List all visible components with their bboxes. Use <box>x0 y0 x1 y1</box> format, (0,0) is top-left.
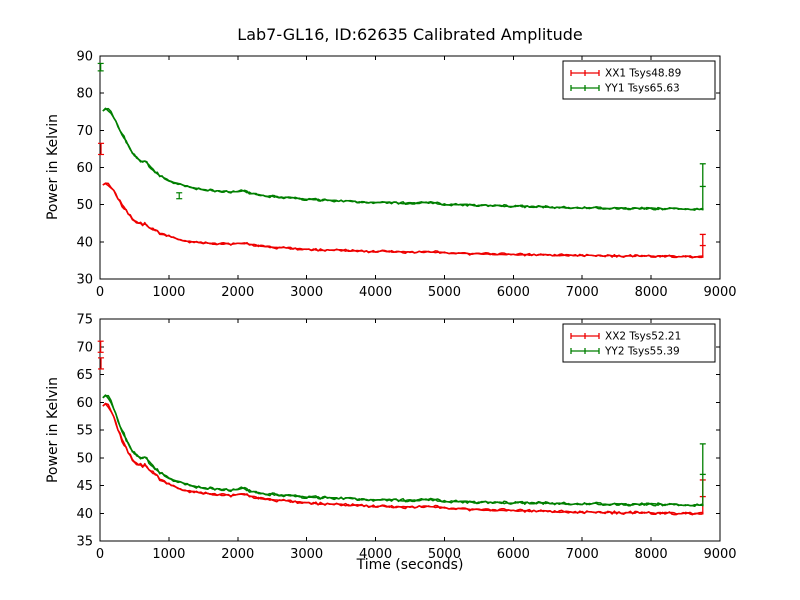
series-yy1 <box>102 107 704 211</box>
x-tick-label: 3000 <box>290 285 323 300</box>
y-tick-label: 70 <box>76 124 93 139</box>
legend-label: YY1 Tsys65.63 <box>604 83 680 95</box>
series-xx1 <box>102 182 704 259</box>
y-tick-label: 65 <box>76 368 93 383</box>
chart-0: 0 1000 2000 3000 4000 5000 6000 7000 8000 9000 30 4… <box>76 50 736 301</box>
y-tick-label: 70 <box>76 340 93 355</box>
y-tick-label: 75 <box>76 313 93 328</box>
legend: XX1 Tsys48.89 YY1 Tsys65.63 <box>562 60 716 100</box>
y-tick-label: 80 <box>76 87 93 102</box>
series-yy2 <box>102 394 704 508</box>
x-axis-label: Time (seconds) <box>356 557 464 573</box>
x-tick-label: 1000 <box>152 547 185 562</box>
x-tick-label: 2000 <box>221 285 254 300</box>
x-tick-label: 7000 <box>566 547 599 562</box>
x-tick-label: 8000 <box>635 547 668 562</box>
x-tick-label: 0 <box>96 285 104 300</box>
legend-label: XX2 Tsys52.21 <box>605 331 681 343</box>
y-tick-label: 40 <box>76 507 93 522</box>
x-tick-label: 4000 <box>359 547 392 562</box>
legend-label: XX1 Tsys48.89 <box>605 68 681 80</box>
y-tick-label: 35 <box>76 535 93 550</box>
x-tick-label: 4000 <box>359 285 392 300</box>
y-tick-label: 55 <box>76 424 93 439</box>
x-tick-label: 6000 <box>497 285 530 300</box>
x-tick-label: 8000 <box>635 285 668 300</box>
x-tick-label: 1000 <box>152 285 185 300</box>
x-tick-label: 5000 <box>428 547 461 562</box>
legend-box <box>562 60 716 100</box>
series-xx2 <box>102 402 704 515</box>
x-tick-label: 2000 <box>221 547 254 562</box>
x-tick-label: 0 <box>96 547 104 562</box>
figure-title: Lab7-GL16, ID:62635 Calibrated Amplitude <box>237 25 583 44</box>
legend-box <box>562 323 716 363</box>
y-tick-label: 40 <box>76 235 93 250</box>
x-tick-label: 6000 <box>497 547 530 562</box>
series-xx1 <box>102 182 704 259</box>
x-tick-label: 9000 <box>703 547 736 562</box>
y-tick-label: 50 <box>76 451 93 466</box>
series-yy1 <box>102 107 704 211</box>
x-tick-label: 7000 <box>566 285 599 300</box>
legend: XX2 Tsys52.21 YY2 Tsys55.39 <box>562 323 716 363</box>
y-tick-label: 45 <box>76 479 93 494</box>
y-tick-label: 50 <box>76 198 93 213</box>
y-tick-label: 90 <box>76 50 93 65</box>
x-tick-label: 9000 <box>703 285 736 300</box>
y-tick-label: 60 <box>76 161 93 176</box>
series-yy2 <box>102 394 704 507</box>
y-tick-label: 60 <box>76 396 93 411</box>
x-tick-label: 3000 <box>290 547 323 562</box>
y-tick-label: 30 <box>76 273 93 288</box>
legend-label: YY2 Tsys55.39 <box>604 346 680 358</box>
x-tick-label: 5000 <box>428 285 461 300</box>
chart-1: 0 1000 2000 3000 4000 5000 6000 7000 8000 9000 35 4… <box>76 313 736 563</box>
